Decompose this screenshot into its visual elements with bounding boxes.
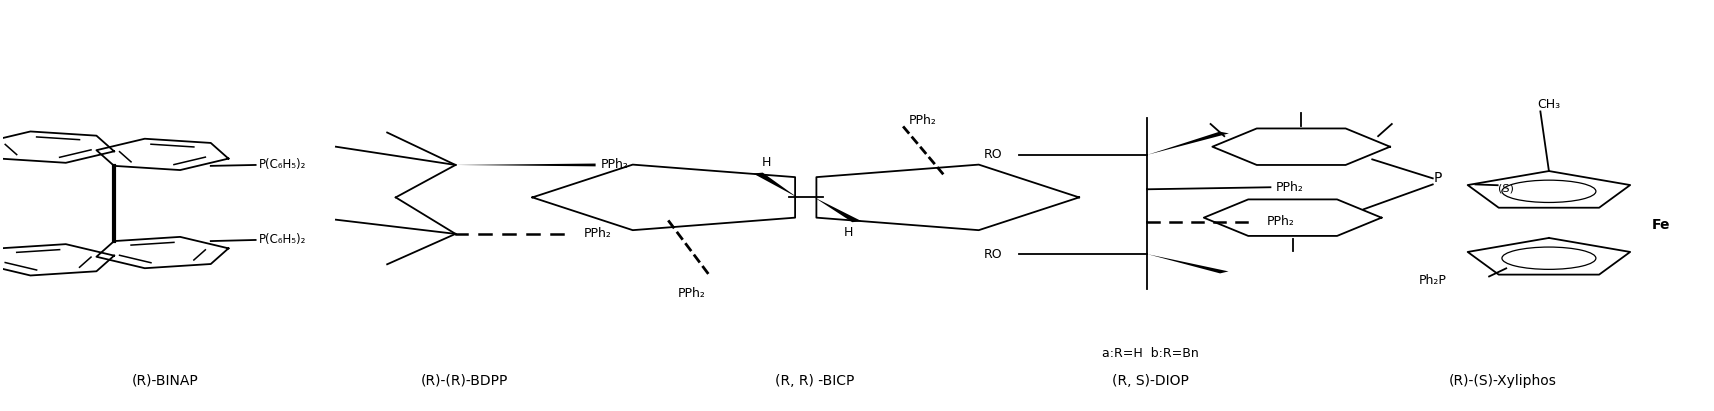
Text: P: P [1433, 171, 1441, 185]
Text: PPh₂: PPh₂ [908, 114, 936, 127]
Text: PPh₂: PPh₂ [1267, 215, 1294, 228]
Polygon shape [814, 197, 862, 222]
Text: PPh₂: PPh₂ [600, 159, 629, 171]
Text: (R)-(R)-BDPP: (R)-(R)-BDPP [420, 374, 507, 388]
Text: P(C₆H₅)₂: P(C₆H₅)₂ [259, 233, 307, 247]
Text: (R)-BINAP: (R)-BINAP [132, 374, 199, 388]
Text: (R)-(S)-Xyliphos: (R)-(S)-Xyliphos [1448, 374, 1556, 388]
Text: Fe: Fe [1651, 218, 1669, 232]
Text: (R, R) -BICP: (R, R) -BICP [775, 374, 854, 388]
Text: PPh₂: PPh₂ [1275, 181, 1303, 194]
Text: Ph₂P: Ph₂P [1419, 274, 1447, 287]
Text: H: H [761, 156, 771, 169]
Text: RO: RO [984, 148, 1003, 162]
Text: H: H [843, 226, 854, 239]
Text: CH₃: CH₃ [1537, 98, 1560, 111]
Polygon shape [1147, 254, 1229, 273]
Text: RO: RO [984, 248, 1003, 261]
Text: PPh₂: PPh₂ [584, 227, 612, 240]
Polygon shape [1147, 132, 1229, 155]
Text: (R, S)-DIOP: (R, S)-DIOP [1112, 374, 1190, 388]
Text: P(C₆H₅)₂: P(C₆H₅)₂ [259, 159, 307, 171]
Text: PPh₂: PPh₂ [677, 286, 706, 300]
Text: a:R=H  b:R=Bn: a:R=H b:R=Bn [1102, 346, 1200, 360]
Polygon shape [456, 164, 595, 166]
Text: (S): (S) [1498, 183, 1513, 194]
Polygon shape [752, 173, 797, 197]
